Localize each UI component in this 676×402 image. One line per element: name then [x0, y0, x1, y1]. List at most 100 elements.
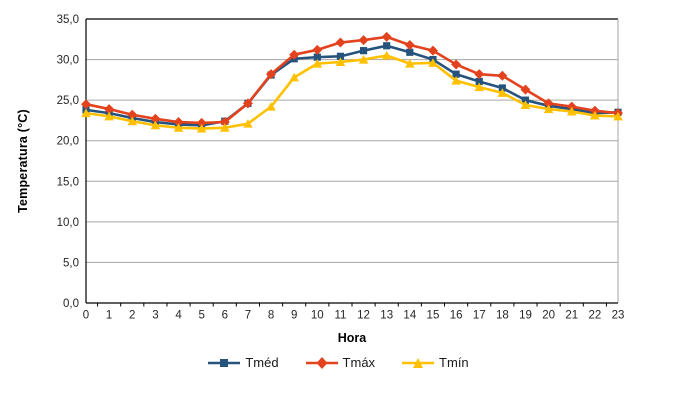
y-tick-label: 20,0	[57, 136, 79, 148]
data-point	[104, 104, 115, 115]
data-point	[358, 54, 369, 64]
y-tick-label: 5,0	[63, 257, 79, 269]
data-point	[173, 117, 184, 128]
data-point	[383, 42, 391, 50]
data-point	[266, 69, 277, 80]
legend-item-tmed: Tméd	[207, 355, 279, 370]
data-point	[289, 72, 299, 82]
data-point	[475, 77, 483, 86]
x-tick-label: 10	[311, 310, 324, 322]
data-point	[312, 59, 323, 68]
data-point	[543, 98, 554, 109]
data-point	[196, 123, 207, 133]
data-point	[81, 99, 91, 110]
series-line-tmed	[85, 44, 619, 127]
series-line-tmax	[85, 35, 619, 125]
x-tick-label: 11	[334, 310, 346, 322]
x-tick-label: 5	[198, 310, 204, 322]
data-point	[428, 58, 438, 67]
y-tick-label: 15,0	[57, 176, 79, 188]
x-axis-title: Hora	[337, 331, 367, 345]
data-point	[81, 108, 91, 118]
data-point	[335, 57, 346, 67]
tmed-square-marker-icon	[208, 358, 241, 367]
data-point	[150, 113, 161, 124]
data-point	[566, 106, 577, 116]
data-point	[520, 100, 531, 110]
data-point	[335, 37, 346, 48]
x-tick-label: 15	[427, 310, 440, 322]
data-point	[474, 69, 485, 80]
data-point	[451, 76, 461, 85]
data-point	[127, 116, 138, 126]
data-point	[219, 117, 230, 128]
x-tick-label: 23	[612, 310, 625, 322]
legend-item-tmax: Tmáx	[305, 355, 376, 370]
data-point	[196, 117, 207, 128]
data-point	[358, 35, 369, 46]
x-tick-label: 2	[129, 310, 135, 322]
y-axis-title: Temperatura (°C)	[16, 109, 30, 213]
data-point	[613, 111, 623, 121]
data-point	[498, 84, 506, 92]
x-tick-label: 20	[542, 310, 555, 322]
x-tick-label: 7	[245, 310, 251, 322]
data-point	[404, 39, 415, 50]
legend-label-tmax: Tmáx	[342, 355, 376, 370]
data-point	[452, 70, 460, 78]
tmax-diamond-marker-icon	[305, 356, 338, 369]
legend-item-tmin: Tmín	[401, 355, 469, 370]
data-point	[266, 102, 276, 111]
x-tick-label: 22	[588, 310, 601, 322]
y-tick-label: 0,0	[63, 298, 79, 310]
data-point	[521, 96, 530, 104]
y-tick-label: 25,0	[57, 95, 79, 107]
x-tick-label: 21	[565, 310, 578, 322]
tmin-triangle-marker-icon	[402, 357, 435, 368]
data-point	[451, 59, 462, 70]
series-line-tmin	[85, 54, 619, 130]
x-tick-label: 13	[380, 310, 393, 322]
legend-label-tmin: Tmín	[439, 355, 469, 370]
data-point	[520, 84, 531, 95]
data-point	[336, 52, 345, 60]
data-point	[359, 47, 368, 55]
x-tick-label: 8	[268, 310, 274, 322]
x-tick-label: 12	[357, 310, 370, 322]
y-tick-label: 35,0	[57, 14, 79, 26]
data-point	[566, 101, 577, 112]
x-tick-label: 3	[152, 310, 158, 322]
data-point	[381, 31, 392, 42]
data-point	[405, 59, 415, 68]
x-tick-label: 9	[291, 310, 297, 322]
data-point	[474, 82, 485, 92]
data-point	[381, 50, 392, 60]
data-point	[543, 104, 554, 114]
x-tick-label: 4	[175, 310, 182, 322]
data-point	[312, 44, 323, 55]
data-point	[173, 123, 184, 132]
data-point	[313, 53, 321, 61]
x-tick-label: 19	[519, 310, 532, 322]
data-point	[406, 48, 414, 56]
x-tick-label: 1	[106, 310, 112, 322]
x-tick-label: 14	[403, 310, 416, 322]
data-point	[497, 88, 508, 97]
data-point	[427, 45, 438, 56]
data-point	[589, 105, 600, 116]
x-tick-label: 6	[222, 310, 228, 322]
x-tick-label: 16	[450, 310, 463, 322]
data-point	[497, 70, 508, 81]
data-point	[127, 109, 138, 120]
data-point	[289, 49, 300, 60]
x-tick-label: 17	[473, 310, 486, 322]
legend: Tméd Tmáx Tmín	[0, 355, 676, 370]
data-point	[242, 98, 253, 109]
y-tick-label: 10,0	[57, 217, 79, 229]
x-tick-label: 18	[496, 310, 509, 322]
data-point	[104, 111, 114, 121]
data-point	[219, 123, 230, 132]
y-tick-label: 30,0	[57, 55, 79, 67]
data-point	[150, 120, 161, 130]
